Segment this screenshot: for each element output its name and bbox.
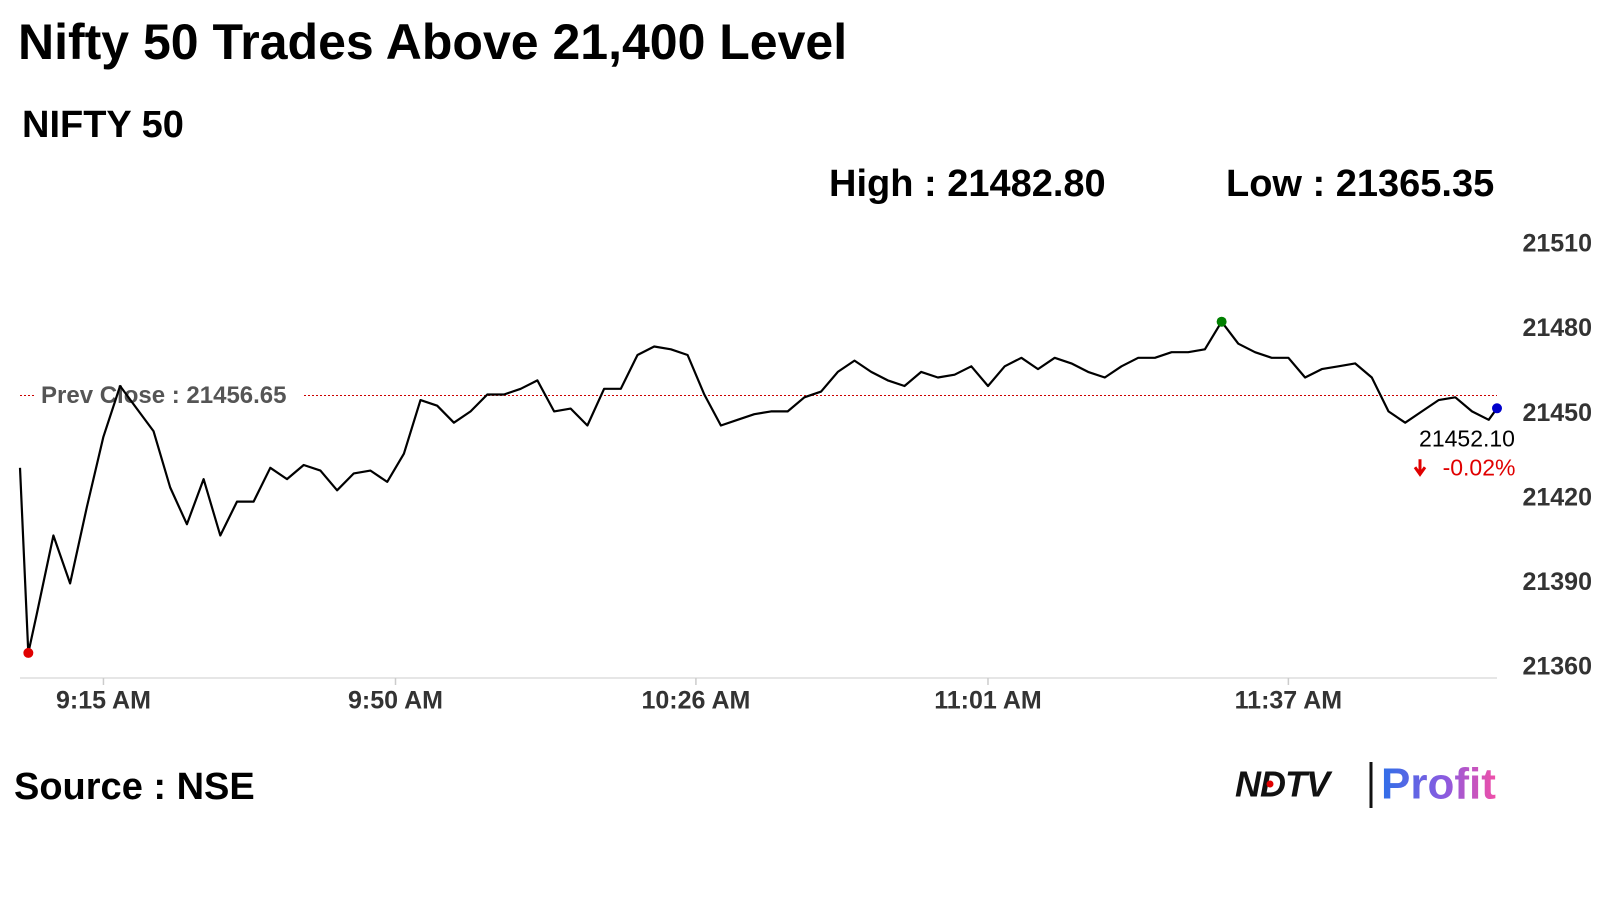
- y-tick-label: 21480: [1522, 314, 1592, 342]
- price-line: [18, 320, 1498, 654]
- low-marker: [23, 647, 34, 658]
- low-label: Low : 21365.35: [1226, 163, 1494, 205]
- high-marker: [1216, 316, 1227, 327]
- reference-label-bg: [36, 380, 304, 411]
- x-tick-label: 11:37 AM: [1235, 687, 1342, 715]
- chart-subtitle: NIFTY 50: [22, 104, 184, 146]
- change-label: -0.02%: [1443, 454, 1516, 480]
- x-tick-label: 9:15 AM: [56, 687, 151, 715]
- reference-label: Prev Close : 21456.65: [41, 382, 287, 409]
- source: Source : NSE: [14, 766, 255, 808]
- y-tick-label: 21360: [1522, 653, 1592, 681]
- y-tick-label: 21390: [1522, 568, 1592, 596]
- x-tick-label: 10:26 AM: [641, 687, 750, 715]
- change-arrow: [1413, 459, 1427, 477]
- last-marker: [1492, 403, 1502, 414]
- y-tick-label: 21420: [1522, 483, 1592, 511]
- x-tick-label: 9:50 AM: [348, 687, 443, 715]
- high-label: High : 21482.80: [829, 163, 1106, 205]
- logo-brand: NDTV: [1235, 764, 1333, 805]
- y-tick-label: 21510: [1522, 230, 1592, 258]
- logo-product: Profit: [1381, 760, 1496, 809]
- x-tick-label: 11:01 AM: [934, 687, 1041, 715]
- logo-dot: [1266, 780, 1274, 788]
- y-tick-label: 21450: [1522, 399, 1592, 427]
- chart-title: Nifty 50 Trades Above 21,400 Level: [18, 14, 847, 70]
- last-value-label: 21452.10: [1419, 425, 1515, 451]
